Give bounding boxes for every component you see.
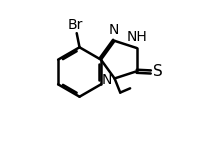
Text: S: S: [153, 65, 162, 79]
Text: N: N: [109, 23, 119, 37]
Text: Br: Br: [68, 18, 83, 32]
Text: N: N: [101, 73, 112, 87]
Text: NH: NH: [127, 31, 148, 44]
